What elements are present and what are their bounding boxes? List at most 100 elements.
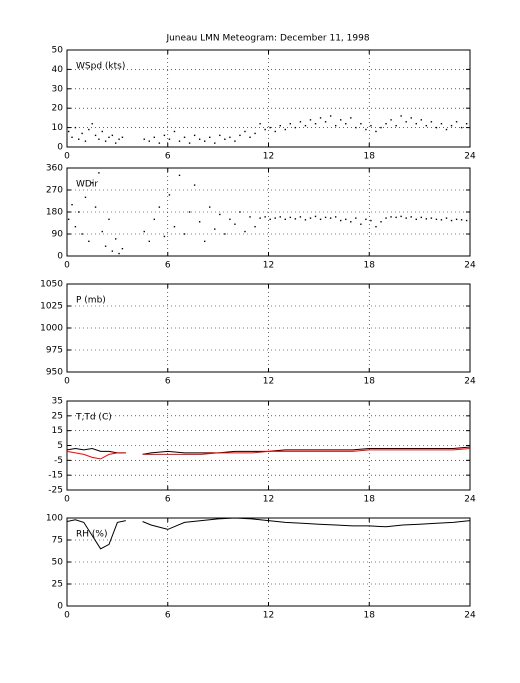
y-tick-label: 40: [52, 65, 64, 75]
y-tick-label: 50: [52, 46, 64, 56]
panel-label: P (mb): [76, 296, 106, 306]
data-point: [299, 121, 302, 123]
data-point: [84, 140, 87, 142]
data-point: [329, 115, 332, 117]
x-tick-label: 24: [464, 152, 476, 162]
data-point: [78, 211, 80, 213]
x-tick-label: 18: [364, 377, 376, 387]
y-tick-label: 25: [52, 580, 63, 590]
data-point: [365, 218, 367, 221]
data-point: [314, 123, 317, 125]
x-tick-label: 24: [464, 377, 476, 387]
data-point: [74, 225, 77, 228]
data-point: [385, 217, 387, 219]
x-tick-label: 24: [464, 495, 476, 505]
data-point: [269, 126, 271, 129]
data-point: [410, 216, 412, 218]
data-point: [188, 142, 191, 144]
data-point: [101, 230, 103, 233]
x-tick-label: 6: [165, 611, 171, 621]
x-tick-label: 0: [64, 377, 70, 387]
data-point: [425, 124, 428, 127]
data-point: [350, 221, 352, 223]
data-point: [173, 130, 176, 133]
data-point: [193, 134, 196, 137]
data-point: [334, 124, 337, 127]
data-point: [153, 136, 156, 138]
data-line: [66, 517, 471, 550]
data-point: [188, 211, 191, 213]
data-point: [289, 123, 292, 125]
data-point: [365, 128, 367, 131]
y-tick-label: -5: [54, 456, 63, 466]
data-point: [415, 123, 417, 125]
data-point: [198, 221, 201, 223]
data-point: [440, 219, 443, 221]
axes-box: [66, 283, 471, 373]
x-tick-label: 24: [464, 261, 476, 271]
panel-label: T,Td (C): [75, 413, 112, 423]
data-point: [104, 140, 107, 142]
data-point: [234, 223, 236, 225]
data-point: [259, 217, 261, 219]
data-point: [224, 233, 226, 235]
data-point: [121, 136, 124, 138]
data-point: [143, 230, 145, 233]
data-point: [415, 218, 417, 221]
data-point: [350, 117, 352, 119]
data-point: [114, 142, 117, 144]
y-tick-label: 35: [52, 397, 63, 407]
y-tick-label: 1025: [40, 302, 63, 312]
data-point: [425, 218, 428, 220]
x-tick-label: 18: [364, 495, 376, 505]
data-point: [450, 124, 453, 127]
y-tick-label: 1050: [40, 280, 63, 290]
data-line: [66, 448, 471, 460]
data-point: [390, 119, 392, 121]
y-tick-label: 20: [52, 104, 64, 114]
data-point: [193, 184, 196, 186]
data-point: [114, 238, 117, 240]
data-point: [229, 218, 231, 221]
data-point: [111, 134, 114, 137]
data-point: [380, 126, 382, 129]
data-point: [355, 126, 357, 129]
data-point: [98, 172, 100, 174]
data-point: [284, 218, 286, 221]
data-point: [380, 221, 382, 223]
data-point: [440, 123, 443, 125]
x-tick-label: 18: [364, 152, 376, 162]
y-tick-label: 0: [57, 252, 63, 262]
data-point: [88, 240, 90, 243]
data-point: [360, 223, 362, 225]
y-tick-label: 270: [46, 186, 63, 196]
y-tick-label: 5: [57, 441, 63, 451]
x-tick-label: 0: [64, 152, 70, 162]
data-point: [390, 216, 392, 218]
data-point: [158, 142, 161, 144]
data-point: [309, 217, 312, 219]
data-point: [203, 140, 206, 142]
data-point: [244, 230, 246, 233]
data-point: [360, 123, 362, 125]
data-point: [345, 123, 347, 125]
data-point: [118, 252, 120, 255]
data-point: [183, 136, 186, 138]
data-point: [304, 219, 307, 221]
data-point: [254, 225, 256, 228]
axes-box: [66, 49, 471, 148]
data-point: [420, 119, 423, 121]
data-point: [183, 233, 186, 235]
data-point: [234, 140, 236, 142]
data-point: [430, 121, 433, 123]
data-point: [71, 203, 73, 206]
data-point: [148, 240, 150, 243]
data-point: [71, 136, 73, 138]
data-point: [203, 240, 206, 243]
data-point: [445, 217, 448, 219]
data-point: [94, 206, 97, 208]
data-point: [324, 121, 327, 123]
data-point: [88, 128, 90, 131]
